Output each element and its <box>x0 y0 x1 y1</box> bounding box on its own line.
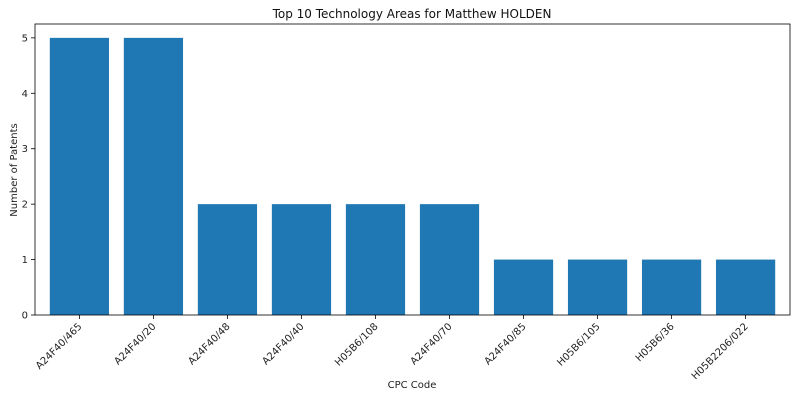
x-tick-label: A24F40/85 <box>483 321 529 367</box>
x-tick-label: A24F40/70 <box>409 321 455 367</box>
bar-A24F40/48 <box>198 204 257 315</box>
bar-A24F40/70 <box>420 204 479 315</box>
y-tick-label: 5 <box>22 33 28 44</box>
y-axis: 0 1 2 3 4 5 <box>22 33 35 321</box>
x-tick-label: H05B6/108 <box>333 321 380 368</box>
x-axis: A24F40/465 A24F40/20 A24F40/48 A24F40/40 H05… <box>34 315 751 382</box>
x-tick-label: A24F40/40 <box>261 321 307 367</box>
bar-A24F40/465 <box>50 38 109 315</box>
y-tick-label: 4 <box>22 89 28 100</box>
y-tick-label: 1 <box>22 255 28 266</box>
x-tick-label: A24F40/20 <box>112 321 158 367</box>
y-tick-label: 0 <box>22 311 28 322</box>
bar-H05B6/105 <box>568 260 627 315</box>
x-axis-label: CPC Code <box>388 380 437 391</box>
x-tick-label: A24F40/465 <box>34 321 85 372</box>
y-tick-label: 3 <box>22 144 28 155</box>
bar-A24F40/20 <box>124 38 183 315</box>
x-tick-label: H05B6/105 <box>555 321 602 368</box>
bar-H05B2206/022 <box>716 260 775 315</box>
bar-A24F40/85 <box>494 260 553 315</box>
bars-group <box>50 38 775 315</box>
y-tick-label: 2 <box>22 200 28 211</box>
chart-title: Top 10 Technology Areas for Matthew HOLD… <box>272 7 552 21</box>
x-tick-label: H05B6/36 <box>634 321 677 364</box>
x-tick-label: A24F40/48 <box>187 321 233 367</box>
x-tick-label: H05B2206/022 <box>690 321 751 382</box>
bar-H05B6/108 <box>346 204 405 315</box>
y-axis-label: Number of Patents <box>9 123 20 216</box>
bar-H05B6/36 <box>642 260 701 315</box>
bar-A24F40/40 <box>272 204 331 315</box>
